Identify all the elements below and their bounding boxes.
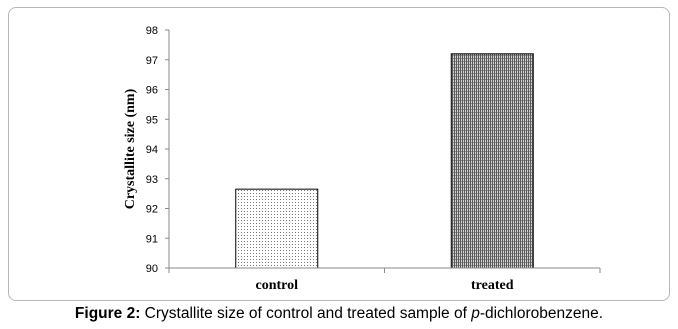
- caption-text-after: -dichlorobenzene.: [479, 305, 604, 322]
- bar-treated: [450, 53, 534, 269]
- figure-frame: [8, 7, 670, 301]
- y-tick-label: 91: [146, 233, 158, 245]
- caption-italic: p: [471, 305, 480, 322]
- x-axis: control treated: [168, 267, 601, 293]
- y-tick-label: 97: [146, 55, 158, 67]
- y-tick-label: 94: [146, 144, 158, 156]
- y-tick-label: 92: [146, 204, 158, 216]
- bar-control: [235, 188, 319, 269]
- bars: [235, 53, 534, 269]
- y-tick-label: 96: [146, 85, 158, 97]
- x-tick-label-control: control: [255, 278, 298, 293]
- y-tick-label: 98: [146, 25, 158, 37]
- y-axis: 90 91 92 93 94 95 96 97 98: [146, 25, 170, 275]
- caption-text-before: Crystallite size of control and treated …: [140, 305, 472, 322]
- figure-caption: Figure 2: Crystallite size of control an…: [0, 301, 678, 327]
- x-tick-label-treated: treated: [471, 278, 514, 293]
- y-tick-label: 90: [146, 263, 158, 275]
- y-axis-title: Crystallite size (nm): [123, 88, 138, 209]
- caption-label: Figure 2:: [74, 305, 141, 322]
- bar-chart: 90 91 92 93 94 95 96 97 98 control treated Crysta…: [123, 25, 601, 293]
- y-tick-label: 95: [146, 114, 158, 126]
- y-tick-label: 93: [146, 174, 158, 186]
